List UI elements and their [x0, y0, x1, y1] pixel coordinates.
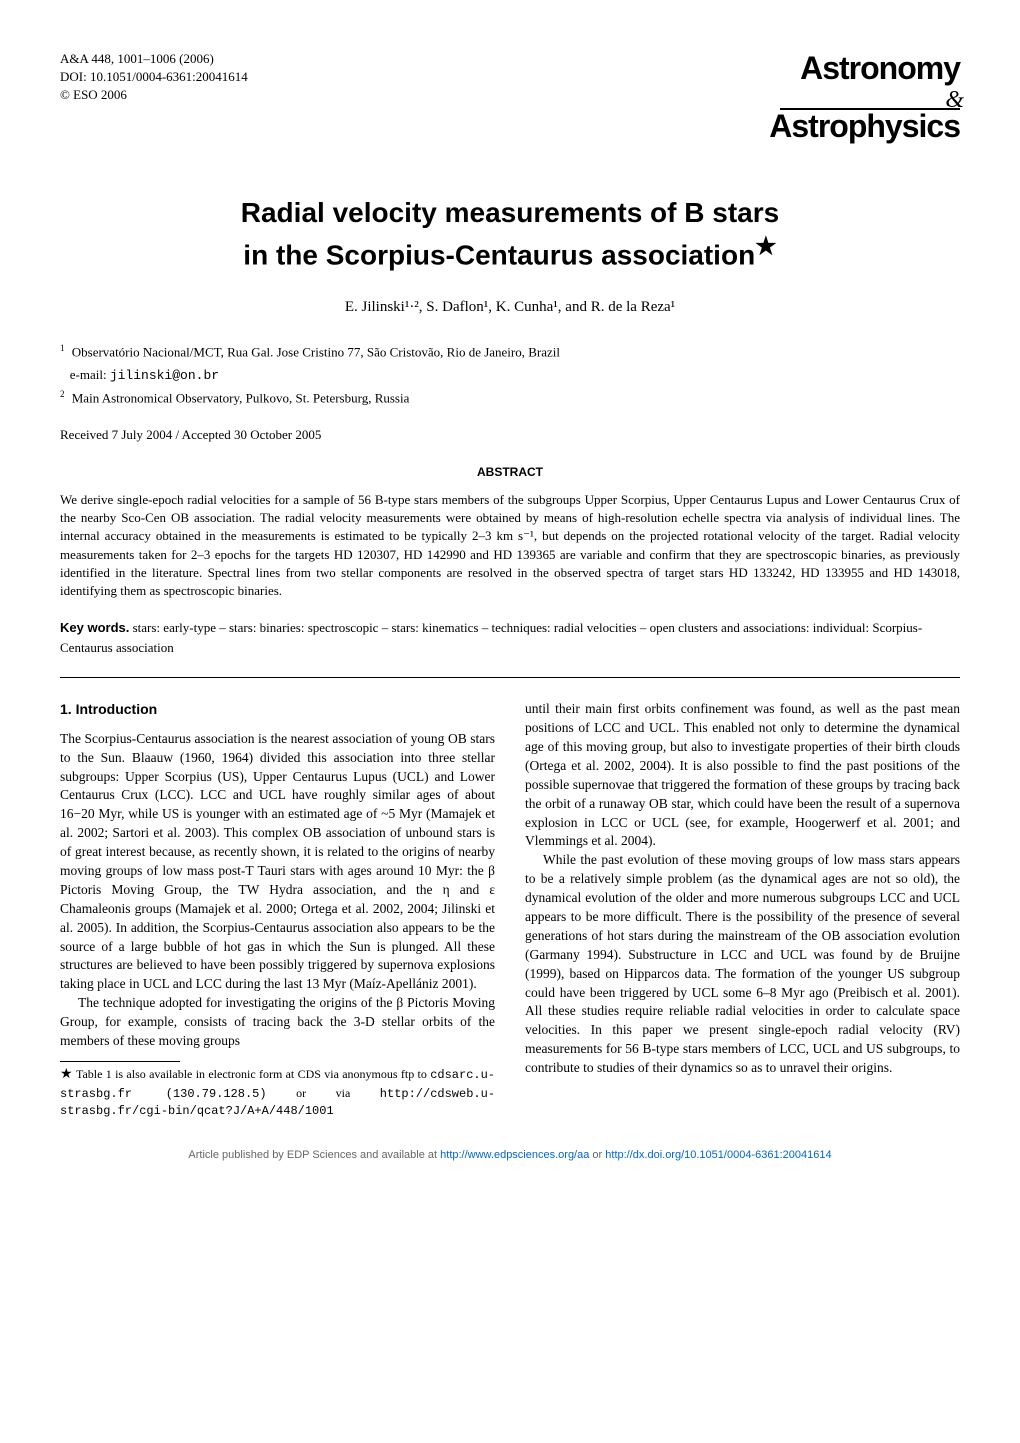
title-line2: in the Scorpius-Centaurus association	[243, 240, 755, 271]
logo-bottom-row: & Astrophysics	[769, 87, 960, 145]
keywords: Key words. stars: early-type – stars: bi…	[60, 618, 960, 657]
author-email: jilinski@on.br	[110, 368, 219, 383]
logo-bottom: Astrophysics	[769, 108, 960, 145]
header-row: A&A 448, 1001–1006 (2006) DOI: 10.1051/0…	[60, 50, 960, 145]
footnote: ★ Table 1 is also available in electroni…	[60, 1066, 495, 1119]
paragraph-2: The technique adopted for investigating …	[60, 994, 495, 1051]
affiliation-num: 1	[60, 343, 65, 353]
title-footnote-star: ★	[755, 233, 777, 260]
footer-link-1[interactable]: http://www.edpsciences.org/aa	[440, 1149, 589, 1161]
title-line1: Radial velocity measurements of B stars	[241, 197, 779, 228]
journal-info: A&A 448, 1001–1006 (2006) DOI: 10.1051/0…	[60, 50, 248, 105]
section-1-title: 1. Introduction	[60, 700, 495, 720]
footnote-text-2: or via	[267, 1086, 380, 1100]
abstract-text: We derive single-epoch radial velocities…	[60, 491, 960, 600]
footer-link-2[interactable]: http://dx.doi.org/10.1051/0004-6361:2004…	[605, 1149, 831, 1161]
affiliation-num: 2	[60, 389, 65, 399]
footnote-text-1: Table 1 is also available in electronic …	[73, 1067, 430, 1081]
doi: DOI: 10.1051/0004-6361:20041614	[60, 68, 248, 86]
footnote-star: ★	[60, 1067, 73, 1082]
journal-logo: Astronomy & Astrophysics	[769, 50, 960, 145]
two-column-body: 1. Introduction The Scorpius-Centaurus a…	[60, 700, 960, 1119]
page-footer: Article published by EDP Sciences and av…	[60, 1149, 960, 1161]
footer-text-2: or	[589, 1149, 605, 1161]
email-label: e-mail:	[70, 367, 110, 382]
keywords-text: stars: early-type – stars: binaries: spe…	[60, 620, 922, 655]
affiliation-2: 2 Main Astronomical Observatory, Pulkovo…	[60, 387, 960, 409]
article-title: Radial velocity measurements of B stars …	[60, 195, 960, 274]
abstract-label: ABSTRACT	[60, 465, 960, 479]
affiliation-1: 1 Observatório Nacional/MCT, Rua Gal. Jo…	[60, 341, 960, 387]
authors: E. Jilinski¹·², S. Daflon¹, K. Cunha¹, a…	[60, 299, 960, 316]
keywords-label: Key words.	[60, 620, 129, 635]
journal-citation: A&A 448, 1001–1006 (2006)	[60, 50, 248, 68]
paragraph-4: While the past evolution of these moving…	[525, 851, 960, 1078]
received-accepted: Received 7 July 2004 / Accepted 30 Octob…	[60, 427, 960, 443]
right-column: until their main first orbits confinemen…	[525, 700, 960, 1119]
paragraph-3: until their main first orbits confinemen…	[525, 700, 960, 851]
section-divider	[60, 677, 960, 678]
copyright: © ESO 2006	[60, 86, 248, 104]
paragraph-1: The Scorpius-Centaurus association is th…	[60, 730, 495, 994]
affiliation-text: Observatório Nacional/MCT, Rua Gal. Jose…	[72, 344, 560, 359]
affiliation-text: Main Astronomical Observatory, Pulkovo, …	[72, 390, 410, 405]
footer-text-1: Article published by EDP Sciences and av…	[188, 1149, 440, 1161]
affiliations: 1 Observatório Nacional/MCT, Rua Gal. Jo…	[60, 341, 960, 409]
footnote-divider	[60, 1061, 180, 1062]
logo-top: Astronomy	[769, 50, 960, 87]
left-column: 1. Introduction The Scorpius-Centaurus a…	[60, 700, 495, 1119]
